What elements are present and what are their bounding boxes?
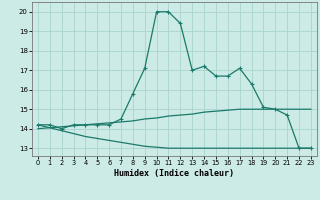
X-axis label: Humidex (Indice chaleur): Humidex (Indice chaleur) <box>115 169 234 178</box>
